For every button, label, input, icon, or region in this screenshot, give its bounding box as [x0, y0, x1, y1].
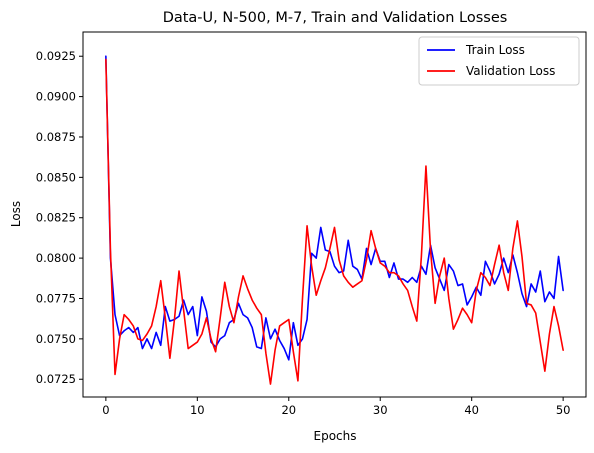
y-axis: 0.0725 0.0750 0.0775 0.0800 0.0825 0.0850 0.08… — [36, 49, 83, 386]
x-axis-label: Epochs — [314, 429, 357, 443]
plot-area — [83, 32, 586, 397]
x-tick-label: 0 — [102, 403, 109, 417]
y-axis-label: Loss — [9, 201, 23, 227]
legend-box — [418, 36, 580, 86]
y-tick-label: 0.0775 — [36, 291, 76, 305]
y-tick-label: 0.0750 — [36, 332, 76, 346]
x-tick-label: 50 — [556, 403, 571, 417]
y-tick-label: 0.0875 — [36, 130, 76, 144]
x-tick-label: 20 — [281, 403, 296, 417]
y-tick-label: 0.0725 — [36, 372, 76, 386]
plot-frame — [82, 31, 587, 398]
legend-label: Train Loss — [465, 43, 525, 57]
y-tick-label: 0.0825 — [36, 211, 76, 225]
y-tick-label: 0.0850 — [36, 170, 76, 184]
x-tick-label: 40 — [464, 403, 479, 417]
y-tick-label: 0.0900 — [36, 90, 76, 104]
y-tick-label: 0.0925 — [36, 49, 76, 63]
legend: Train Loss Validation Loss — [418, 36, 580, 86]
y-tick-label: 0.0800 — [36, 251, 76, 265]
series-layer — [105, 55, 564, 385]
series-line-train-loss — [105, 55, 564, 361]
legend-label: Validation Loss — [466, 64, 555, 78]
x-tick-label: 10 — [190, 403, 205, 417]
series-line-validation-loss — [105, 58, 564, 385]
x-axis: 0 10 20 30 40 50 — [102, 397, 570, 417]
chart-title: Data-U, N-500, M-7, Train and Validation… — [163, 10, 508, 26]
x-tick-label: 30 — [373, 403, 388, 417]
